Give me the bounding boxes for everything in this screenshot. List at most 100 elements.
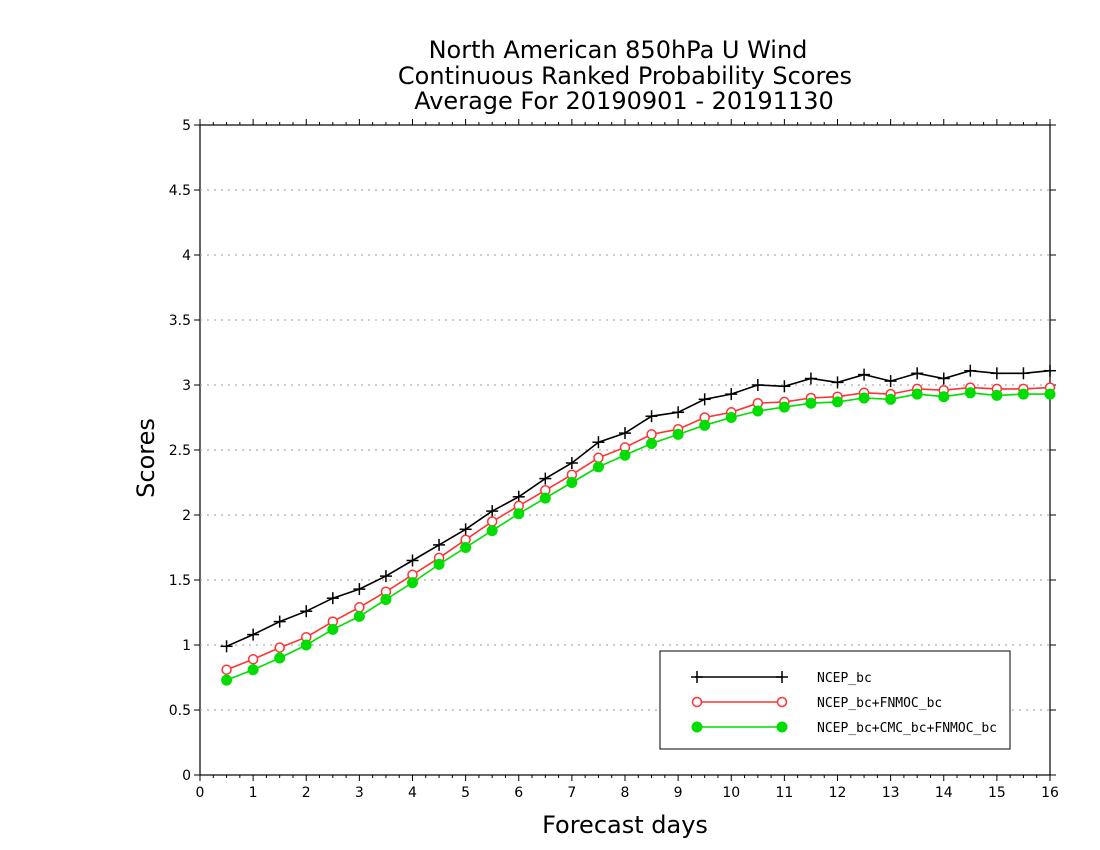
- x-tick-label: 10: [722, 785, 740, 801]
- data-point: [274, 652, 286, 664]
- chart-title-line-2: Continuous Ranked Probability Scores: [398, 62, 852, 90]
- data-point: [274, 642, 285, 653]
- data-point: [407, 577, 418, 589]
- data-point: [804, 372, 817, 385]
- data-point: [326, 592, 339, 605]
- data-point: [858, 368, 871, 381]
- data-point: [247, 654, 259, 665]
- x-tick-label: 14: [935, 785, 953, 801]
- x-tick-label: 9: [674, 785, 683, 801]
- data-point: [619, 427, 631, 440]
- series-line: [226, 386, 1051, 671]
- data-point: [273, 615, 286, 628]
- data-point: [884, 375, 897, 388]
- y-tick-label: 3: [182, 378, 191, 394]
- y-axis-title: Scores: [132, 418, 160, 498]
- series-2: [221, 382, 1056, 675]
- data-point: [831, 376, 844, 389]
- data-point: [460, 542, 472, 553]
- data-point: [725, 388, 738, 401]
- data-point: [990, 367, 1003, 380]
- data-point: [539, 492, 551, 504]
- legend-entry: NCEP_bc+FNMOC_bc: [691, 696, 942, 711]
- legend-label: NCEP_bc: [817, 671, 872, 686]
- y-tick-label: 2: [182, 508, 191, 524]
- x-tick-label: 13: [882, 785, 900, 801]
- series-line: [226, 369, 1051, 648]
- data-point: [353, 583, 366, 596]
- legend-entry: NCEP_bc: [691, 671, 872, 686]
- legend-box: [659, 650, 1011, 750]
- chart-title-line-3: Average For 20190901 - 20191130: [414, 87, 834, 115]
- data-point: [433, 538, 446, 551]
- data-point: [406, 554, 419, 567]
- data-point: [832, 396, 843, 408]
- data-point: [725, 412, 737, 423]
- series-1: [220, 364, 1056, 653]
- legend-marker: [776, 721, 788, 733]
- y-tick-label: 2.5: [169, 443, 191, 459]
- legend: NCEP_bc NCEP_bc+FNMOC_bc NCEP_bc+CMC_bc+FN…: [659, 650, 1011, 750]
- legend-marker: [776, 671, 788, 683]
- data-point: [672, 406, 685, 419]
- data-point: [911, 367, 924, 380]
- x-tick-label: 2: [302, 785, 311, 801]
- data-point: [380, 594, 392, 605]
- data-point: [672, 428, 684, 440]
- legend-marker: [691, 721, 703, 733]
- data-point: [247, 628, 260, 641]
- data-point: [327, 623, 339, 635]
- data-point: [645, 410, 658, 423]
- y-axis: 0 0.5 1 1.5 2 2.5 3 3.5 4 4.5 5: [169, 118, 1056, 784]
- data-point: [300, 605, 313, 618]
- data-point: [911, 388, 923, 400]
- data-point: [539, 472, 552, 485]
- data-point: [964, 387, 976, 399]
- x-tick-label: 6: [514, 785, 523, 801]
- x-tick-label: 0: [196, 785, 205, 801]
- data-point: [619, 449, 631, 461]
- data-point: [459, 523, 472, 536]
- data-point: [513, 508, 525, 520]
- series-layer: [220, 364, 1056, 686]
- data-point: [354, 602, 365, 613]
- x-tick-label: 3: [355, 785, 364, 801]
- legend-marker: [776, 696, 788, 708]
- data-point: [937, 372, 950, 385]
- x-tick-label: 11: [775, 785, 793, 801]
- data-point: [379, 570, 392, 583]
- data-point: [938, 391, 950, 403]
- x-tick-label: 16: [1041, 785, 1059, 801]
- data-point: [1017, 388, 1029, 400]
- data-point: [858, 392, 870, 404]
- legend-label: NCEP_bc+FNMOC_bc: [817, 696, 942, 711]
- series-line: [226, 391, 1050, 681]
- data-point: [300, 639, 312, 651]
- x-tick-label: 7: [567, 785, 576, 801]
- data-point: [991, 389, 1003, 401]
- data-point: [592, 436, 605, 449]
- data-point: [486, 505, 499, 518]
- data-point: [778, 380, 791, 393]
- grid-lines: [200, 189, 1050, 711]
- data-point: [353, 610, 365, 622]
- data-point: [1044, 364, 1056, 377]
- data-point: [592, 461, 604, 473]
- data-point: [805, 397, 817, 409]
- x-tick-label: 1: [249, 785, 258, 801]
- y-tick-label: 0.5: [169, 703, 191, 719]
- data-point: [221, 664, 232, 675]
- data-point: [565, 457, 578, 469]
- data-point: [778, 401, 790, 413]
- data-point: [1044, 388, 1056, 400]
- data-point: [752, 405, 764, 417]
- y-tick-label: 5: [182, 118, 191, 134]
- data-point: [433, 558, 445, 570]
- y-tick-label: 1.5: [169, 573, 191, 589]
- y-tick-label: 3.5: [169, 313, 191, 329]
- data-point: [486, 516, 498, 527]
- data-point: [1017, 367, 1030, 380]
- data-point: [566, 477, 578, 488]
- data-point: [593, 452, 604, 464]
